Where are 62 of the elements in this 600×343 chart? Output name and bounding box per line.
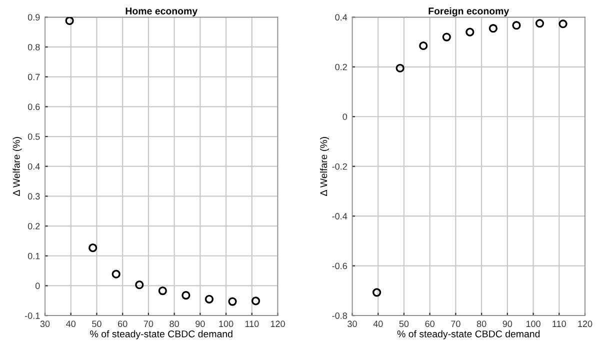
- x-tick-label: 110: [552, 320, 566, 328]
- y-tick-label: -0.6: [332, 262, 347, 270]
- point: [535, 19, 544, 28]
- x-tick-label: 110: [245, 320, 259, 328]
- x-axis-title: % of steady-state CBDC demand: [90, 330, 232, 340]
- x-tick-label: 60: [118, 320, 128, 328]
- chart-title: Foreign economy: [428, 7, 510, 16]
- y-tick-label: 0.4: [28, 163, 40, 170]
- x-tick-label: 90: [502, 320, 512, 328]
- point: [204, 294, 214, 304]
- point: [488, 24, 498, 33]
- point: [396, 64, 404, 72]
- y-tick-label: 0: [35, 282, 40, 290]
- point: [88, 244, 98, 252]
- y-tick-label: 0.3: [28, 193, 40, 200]
- x-tick-label: 30: [348, 320, 357, 328]
- y-tick-label: 0.2: [335, 64, 347, 70]
- point: [112, 270, 120, 278]
- y-tick-label: -0.8: [332, 312, 347, 319]
- point: [466, 28, 474, 36]
- x-tick-label: 80: [476, 320, 486, 328]
- x-tick-label: 50: [92, 320, 102, 328]
- point: [372, 288, 382, 297]
- x-tick-label: 30: [40, 320, 50, 328]
- point: [442, 32, 451, 42]
- point: [135, 280, 144, 290]
- point: [182, 290, 190, 300]
- x-tick-label: 70: [144, 320, 154, 328]
- point: [158, 286, 167, 296]
- point: [251, 296, 260, 306]
- y-tick-label: -0.1: [24, 312, 40, 319]
- x-tick-label: 120: [578, 320, 592, 328]
- x-tick-label: 90: [196, 320, 205, 328]
- chart-title: Home economy: [126, 8, 198, 16]
- point: [419, 41, 428, 50]
- x-tick-label: 40: [373, 320, 383, 328]
- y-tick-label: 0.2: [28, 223, 40, 230]
- point: [65, 17, 74, 26]
- y-tick-label: 0.6: [28, 104, 40, 110]
- x-tick-label: 120: [270, 320, 285, 328]
- y-tick-label: 0: [342, 114, 348, 120]
- x-tick-label: 100: [219, 320, 234, 328]
- point: [228, 297, 237, 306]
- y-axis-title: Δ Welfare (%): [12, 137, 22, 196]
- x-tick-label: 70: [451, 320, 460, 328]
- y-tick-label: 0.8: [28, 44, 40, 50]
- x-tick-label: 50: [399, 320, 409, 328]
- x-tick-label: 40: [66, 320, 76, 328]
- y-tick-label: 0.7: [28, 74, 40, 80]
- y-tick-label: 0.1: [28, 252, 40, 260]
- y-axis-title: Δ Welfare (%): [320, 137, 330, 196]
- y-tick-label: 0.5: [28, 133, 40, 140]
- point: [512, 21, 521, 30]
- x-tick-label: 100: [526, 320, 540, 328]
- y-tick-label: -0.2: [332, 163, 347, 170]
- y-tick-label: -0.4: [332, 213, 348, 220]
- x-axis-title: % of steady-state CBDC demand: [397, 330, 540, 340]
- point: [558, 20, 568, 28]
- y-tick-label: 0.4: [335, 14, 348, 21]
- x-tick-label: 80: [170, 320, 179, 328]
- y-tick-label: 0.9: [28, 14, 40, 21]
- x-tick-label: 60: [425, 320, 434, 328]
